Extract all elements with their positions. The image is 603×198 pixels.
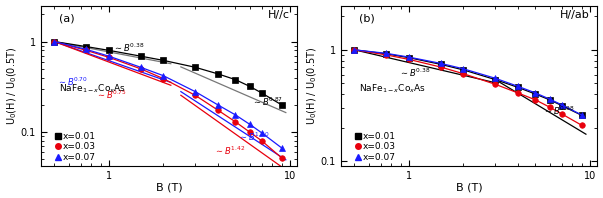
- Text: (a): (a): [58, 14, 74, 24]
- Text: H//ab: H//ab: [560, 10, 590, 20]
- Text: $\sim B^{1.42}$: $\sim B^{1.42}$: [214, 145, 245, 157]
- Text: $\sim B^{0.38}$: $\sim B^{0.38}$: [113, 42, 144, 54]
- Text: NaFe$_{1-x}$Co$_x$As: NaFe$_{1-x}$Co$_x$As: [359, 83, 426, 95]
- Text: (b): (b): [359, 14, 374, 24]
- Legend: x=0.01, x=0.03, x=0.07: x=0.01, x=0.03, x=0.07: [356, 132, 396, 162]
- Text: $\sim B^{0.75}$: $\sim B^{0.75}$: [96, 89, 127, 102]
- Legend: x=0.01, x=0.03, x=0.07: x=0.01, x=0.03, x=0.07: [55, 132, 96, 162]
- Text: H//c: H//c: [268, 10, 289, 20]
- X-axis label: B (T): B (T): [456, 182, 482, 192]
- X-axis label: B (T): B (T): [156, 182, 182, 192]
- Text: $\sim B^{0.70}$: $\sim B^{0.70}$: [57, 76, 89, 88]
- Y-axis label: U$_0$(H) / U$_0$(0.5T): U$_0$(H) / U$_0$(0.5T): [5, 47, 19, 125]
- Text: $\sim B^{0.38}$: $\sim B^{0.38}$: [399, 67, 431, 79]
- Text: $\sim B^{0.87}$: $\sim B^{0.87}$: [252, 96, 283, 108]
- Text: $\sim B^{1.30}$: $\sim B^{1.30}$: [238, 131, 270, 143]
- Text: NaFe$_{1-x}$Co$_x$As: NaFe$_{1-x}$Co$_x$As: [58, 83, 125, 95]
- Y-axis label: U$_0$(H) / U$_0$(0.5T): U$_0$(H) / U$_0$(0.5T): [306, 47, 319, 125]
- Text: $\sim B^{0.98}$: $\sim B^{0.98}$: [543, 104, 574, 117]
